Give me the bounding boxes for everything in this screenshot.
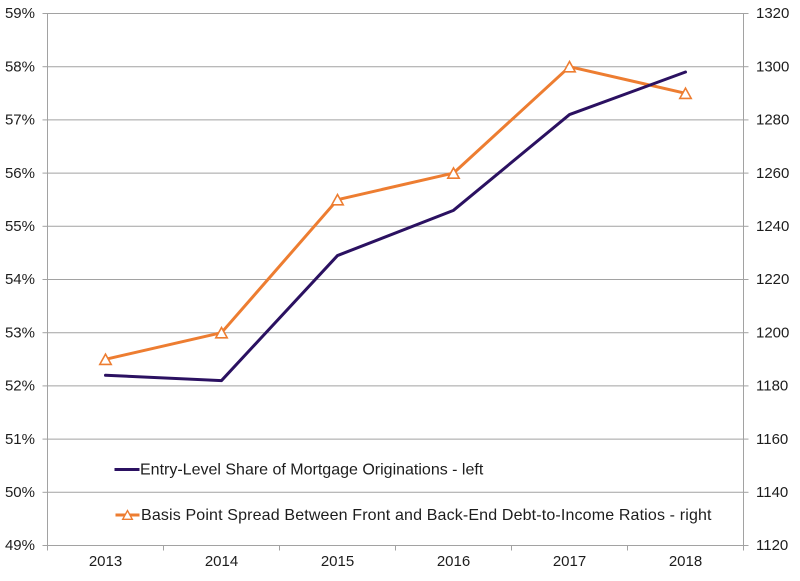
svg-text:49%: 49% xyxy=(5,537,35,554)
svg-text:50%: 50% xyxy=(5,484,35,501)
svg-text:54%: 54% xyxy=(5,271,35,288)
svg-text:1200: 1200 xyxy=(756,324,789,341)
svg-text:57%: 57% xyxy=(5,112,35,129)
svg-text:1220: 1220 xyxy=(756,271,789,288)
svg-text:59%: 59% xyxy=(5,5,35,22)
svg-text:52%: 52% xyxy=(5,378,35,395)
svg-text:1240: 1240 xyxy=(756,218,789,235)
svg-text:2018: 2018 xyxy=(669,553,702,570)
svg-text:1320: 1320 xyxy=(756,5,789,22)
svg-text:58%: 58% xyxy=(5,58,35,75)
svg-text:53%: 53% xyxy=(5,324,35,341)
svg-text:1180: 1180 xyxy=(756,378,788,395)
svg-text:1120: 1120 xyxy=(756,537,788,554)
svg-text:55%: 55% xyxy=(5,218,35,235)
svg-text:2017: 2017 xyxy=(553,553,586,570)
svg-text:56%: 56% xyxy=(5,165,35,182)
svg-text:2013: 2013 xyxy=(89,553,122,570)
svg-text:Basis Point Spread Between Fro: Basis Point Spread Between Front and Bac… xyxy=(141,507,712,524)
svg-text:1160: 1160 xyxy=(756,431,788,448)
svg-text:2015: 2015 xyxy=(321,553,354,570)
svg-text:1280: 1280 xyxy=(756,112,789,129)
svg-text:1140: 1140 xyxy=(756,484,788,501)
svg-text:2016: 2016 xyxy=(437,553,470,570)
svg-text:1260: 1260 xyxy=(756,165,789,182)
svg-text:2014: 2014 xyxy=(205,553,238,570)
svg-text:51%: 51% xyxy=(5,431,35,448)
svg-text:1300: 1300 xyxy=(756,58,789,75)
svg-text:Entry-Level Share of Mortgage: Entry-Level Share of Mortgage Originatio… xyxy=(140,462,484,479)
